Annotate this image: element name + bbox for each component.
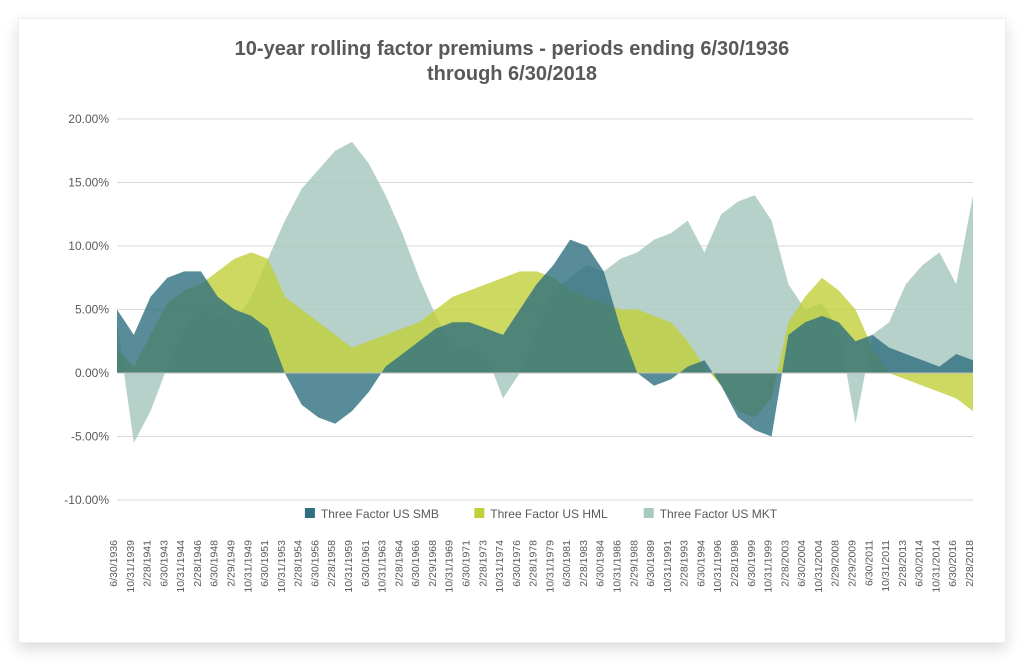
svg-text:20.00%: 20.00% bbox=[68, 112, 109, 126]
svg-text:-5.00%: -5.00% bbox=[71, 430, 109, 444]
svg-text:10/31/1939: 10/31/1939 bbox=[125, 540, 137, 593]
svg-text:10/31/1991: 10/31/1991 bbox=[662, 540, 674, 593]
svg-text:2/28/1954: 2/28/1954 bbox=[293, 540, 305, 587]
svg-text:10/31/2011: 10/31/2011 bbox=[880, 540, 892, 592]
chart-area: -10.00% -5.00% 0.00% 5.00% 10.00% 15.00% 20.00… bbox=[49, 111, 985, 624]
svg-text:2/29/1988: 2/29/1988 bbox=[628, 540, 640, 587]
svg-text:6/30/1984: 6/30/1984 bbox=[595, 540, 607, 587]
svg-text:10/31/1959: 10/31/1959 bbox=[343, 540, 355, 593]
svg-text:6/30/1961: 6/30/1961 bbox=[360, 540, 372, 587]
svg-text:2/29/1949: 2/29/1949 bbox=[225, 540, 237, 587]
svg-text:-10.00%: -10.00% bbox=[64, 493, 109, 507]
svg-text:2/28/2003: 2/28/2003 bbox=[779, 540, 791, 587]
svg-text:6/30/1951: 6/30/1951 bbox=[259, 540, 271, 587]
svg-text:0.00%: 0.00% bbox=[75, 366, 109, 380]
svg-text:Three Factor US MKT: Three Factor US MKT bbox=[660, 507, 778, 521]
svg-text:2/28/2013: 2/28/2013 bbox=[897, 540, 909, 587]
svg-text:2/28/1964: 2/28/1964 bbox=[393, 540, 405, 587]
svg-text:6/30/1976: 6/30/1976 bbox=[511, 540, 523, 587]
svg-text:10/31/1979: 10/31/1979 bbox=[544, 540, 556, 593]
svg-text:6/30/2016: 6/30/2016 bbox=[947, 540, 959, 587]
svg-text:2/28/1946: 2/28/1946 bbox=[192, 540, 204, 587]
svg-text:2/29/1968: 2/29/1968 bbox=[427, 540, 439, 587]
svg-text:6/30/1989: 6/30/1989 bbox=[645, 540, 657, 587]
svg-text:2/28/1958: 2/28/1958 bbox=[326, 540, 338, 587]
chart-card: 10-year rolling factor premiums - period… bbox=[18, 18, 1006, 643]
svg-text:2/28/1983: 2/28/1983 bbox=[578, 540, 590, 587]
svg-text:10/31/1949: 10/31/1949 bbox=[242, 540, 254, 593]
svg-text:6/30/1994: 6/30/1994 bbox=[695, 540, 707, 587]
svg-text:10/31/1963: 10/31/1963 bbox=[377, 540, 389, 593]
svg-text:2/28/2018: 2/28/2018 bbox=[964, 540, 976, 587]
svg-text:2/28/1978: 2/28/1978 bbox=[528, 540, 540, 587]
svg-text:6/30/1948: 6/30/1948 bbox=[209, 540, 221, 587]
svg-text:10/31/2004: 10/31/2004 bbox=[813, 540, 825, 593]
svg-text:10/31/1999: 10/31/1999 bbox=[763, 540, 775, 593]
svg-text:10/31/1944: 10/31/1944 bbox=[175, 540, 187, 593]
svg-text:6/30/1966: 6/30/1966 bbox=[410, 540, 422, 587]
svg-text:10/31/1953: 10/31/1953 bbox=[276, 540, 288, 593]
svg-text:2/28/1973: 2/28/1973 bbox=[477, 540, 489, 587]
svg-text:2/28/1998: 2/28/1998 bbox=[729, 540, 741, 587]
svg-text:5.00%: 5.00% bbox=[75, 303, 109, 317]
area-chart-svg: -10.00% -5.00% 0.00% 5.00% 10.00% 15.00% 20.00… bbox=[49, 111, 985, 624]
svg-text:6/30/2014: 6/30/2014 bbox=[914, 540, 926, 587]
svg-text:10/31/2014: 10/31/2014 bbox=[930, 540, 942, 593]
svg-text:15.00%: 15.00% bbox=[68, 176, 109, 190]
svg-text:6/30/1971: 6/30/1971 bbox=[460, 540, 472, 587]
svg-text:Three Factor US SMB: Three Factor US SMB bbox=[321, 507, 439, 521]
svg-text:Three Factor US HML: Three Factor US HML bbox=[490, 507, 608, 521]
chart-title: 10-year rolling factor premiums - period… bbox=[19, 19, 1005, 93]
svg-text:10/31/1974: 10/31/1974 bbox=[494, 540, 506, 593]
svg-text:6/30/1943: 6/30/1943 bbox=[158, 540, 170, 587]
svg-text:6/30/1956: 6/30/1956 bbox=[309, 540, 321, 587]
svg-text:2/29/2009: 2/29/2009 bbox=[847, 540, 859, 587]
svg-text:2/28/1941: 2/28/1941 bbox=[142, 540, 154, 587]
svg-text:10/31/1969: 10/31/1969 bbox=[444, 540, 456, 593]
svg-text:2/29/2008: 2/29/2008 bbox=[830, 540, 842, 587]
svg-text:6/30/1981: 6/30/1981 bbox=[561, 540, 573, 587]
svg-text:6/30/2011: 6/30/2011 bbox=[863, 540, 875, 586]
svg-text:6/30/1999: 6/30/1999 bbox=[746, 540, 758, 587]
svg-text:10/31/1996: 10/31/1996 bbox=[712, 540, 724, 593]
svg-text:2/28/1993: 2/28/1993 bbox=[679, 540, 691, 587]
svg-text:10.00%: 10.00% bbox=[68, 239, 109, 253]
svg-text:6/30/1936: 6/30/1936 bbox=[108, 540, 120, 587]
svg-text:6/30/2004: 6/30/2004 bbox=[796, 540, 808, 587]
svg-text:10/31/1986: 10/31/1986 bbox=[612, 540, 624, 593]
